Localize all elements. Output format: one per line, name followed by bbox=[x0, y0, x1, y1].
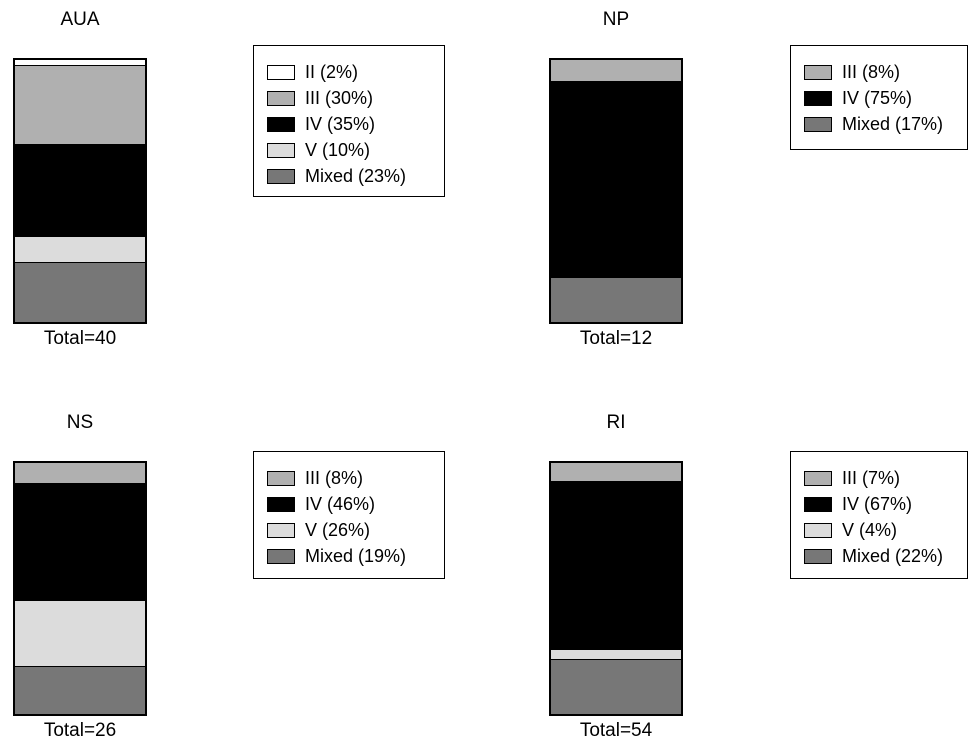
chart-title: NP bbox=[602, 9, 630, 30]
total-label: Total=54 bbox=[579, 720, 653, 741]
legend-swatch bbox=[804, 90, 832, 106]
bar-segment-iii bbox=[15, 463, 145, 484]
legend-swatch bbox=[804, 64, 832, 80]
stacked-bar bbox=[549, 461, 683, 716]
bar-segment-v bbox=[551, 648, 681, 659]
bar-segment-mixed bbox=[551, 277, 681, 322]
legend: III (8%) IV (46%) V (26%) Mixed (19%) bbox=[253, 451, 445, 579]
bar-segment-ii bbox=[15, 60, 145, 66]
legend-item-iv: IV (75%) bbox=[804, 85, 967, 111]
bar-segment-iv bbox=[15, 143, 145, 236]
legend-swatch bbox=[267, 142, 295, 158]
chart-title: AUA bbox=[60, 9, 100, 30]
bar-segment-iv bbox=[551, 80, 681, 278]
bar-segment-iii bbox=[551, 60, 681, 81]
legend-item-iv: IV (67%) bbox=[804, 491, 967, 517]
legend-swatch bbox=[804, 522, 832, 538]
legend-item-iii: III (8%) bbox=[267, 465, 444, 491]
legend-label: III (8%) bbox=[842, 61, 901, 82]
legend-label: III (30%) bbox=[305, 87, 374, 108]
legend-label: III (7%) bbox=[842, 467, 901, 488]
legend-item-mixed: Mixed (22%) bbox=[804, 543, 967, 569]
bar-segment-mixed bbox=[15, 665, 145, 714]
bar-segment-iii bbox=[15, 65, 145, 144]
stacked-bar bbox=[13, 58, 147, 324]
bar-segment-mixed bbox=[551, 658, 681, 714]
legend-item-ii: II (2%) bbox=[267, 59, 444, 85]
bar-segment-iv bbox=[15, 483, 145, 600]
legend-item-mixed: Mixed (23%) bbox=[267, 163, 444, 189]
legend-swatch bbox=[267, 470, 295, 486]
legend-item-iii: III (8%) bbox=[804, 59, 967, 85]
legend-item-iii: III (7%) bbox=[804, 465, 967, 491]
legend-swatch bbox=[804, 548, 832, 564]
legend-label: IV (46%) bbox=[305, 493, 376, 514]
bar-segment-v bbox=[15, 235, 145, 262]
legend-item-v: V (4%) bbox=[804, 517, 967, 543]
bar-segment-mixed bbox=[15, 261, 145, 322]
legend-swatch bbox=[267, 548, 295, 564]
legend-swatch bbox=[804, 116, 832, 132]
legend-item-v: V (10%) bbox=[267, 137, 444, 163]
legend-swatch bbox=[804, 496, 832, 512]
bar-segment-iv bbox=[551, 480, 681, 649]
chart-title: NS bbox=[66, 412, 94, 433]
legend-label: V (4%) bbox=[842, 519, 898, 540]
legend-label: Mixed (23%) bbox=[305, 165, 407, 186]
legend-swatch bbox=[267, 64, 295, 80]
total-label: Total=40 bbox=[43, 328, 117, 349]
legend: II (2%) III (30%) IV (35%) V (10%) Mixed (23… bbox=[253, 45, 445, 197]
chart-title: RI bbox=[606, 412, 626, 433]
legend-item-v: V (26%) bbox=[267, 517, 444, 543]
legend-item-iv: IV (46%) bbox=[267, 491, 444, 517]
legend-label: V (26%) bbox=[305, 519, 371, 540]
stacked-bar bbox=[13, 461, 147, 716]
legend-item-iv: IV (35%) bbox=[267, 111, 444, 137]
legend-swatch bbox=[267, 522, 295, 538]
legend-label: Mixed (19%) bbox=[305, 545, 407, 566]
legend-swatch bbox=[267, 90, 295, 106]
legend-swatch bbox=[267, 496, 295, 512]
legend-item-iii: III (30%) bbox=[267, 85, 444, 111]
legend-item-mixed: Mixed (17%) bbox=[804, 111, 967, 137]
legend-swatch bbox=[267, 168, 295, 184]
legend-label: Mixed (17%) bbox=[842, 113, 944, 134]
bar-segment-iii bbox=[551, 463, 681, 481]
legend-swatch bbox=[267, 116, 295, 132]
legend-item-mixed: Mixed (19%) bbox=[267, 543, 444, 569]
stacked-bar bbox=[549, 58, 683, 324]
legend-label: V (10%) bbox=[305, 139, 371, 160]
legend-label: IV (75%) bbox=[842, 87, 913, 108]
legend-label: II (2%) bbox=[305, 61, 359, 82]
bar-segment-v bbox=[15, 599, 145, 666]
legend-label: III (8%) bbox=[305, 467, 364, 488]
legend-label: IV (35%) bbox=[305, 113, 376, 134]
legend: III (8%) IV (75%) Mixed (17%) bbox=[790, 45, 968, 150]
legend-swatch bbox=[804, 470, 832, 486]
legend-label: Mixed (22%) bbox=[842, 545, 944, 566]
total-label: Total=12 bbox=[579, 328, 653, 349]
total-label: Total=26 bbox=[43, 720, 117, 741]
legend: III (7%) IV (67%) V (4%) Mixed (22%) bbox=[790, 451, 968, 579]
legend-label: IV (67%) bbox=[842, 493, 913, 514]
